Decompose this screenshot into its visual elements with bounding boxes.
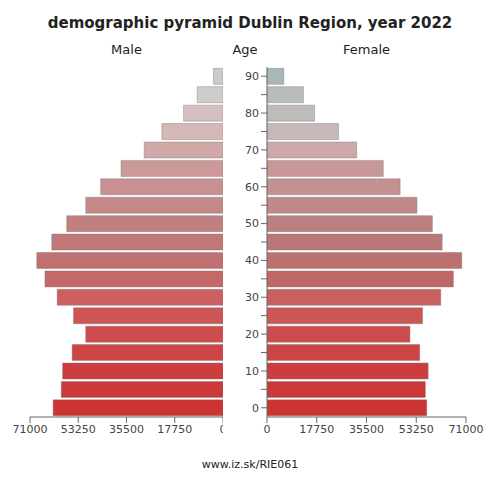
svg-text:20: 20 [245,328,259,341]
svg-text:0: 0 [252,402,259,415]
svg-text:53250: 53250 [61,423,96,436]
svg-text:10: 10 [245,365,259,378]
html-text:Age: Age [232,42,258,57]
svg-text:17750: 17750 [299,423,334,436]
svg-text:40: 40 [245,254,259,267]
svg-text:30: 30 [245,291,259,304]
svg-text:50: 50 [245,217,259,230]
html-text:demographic pyramid Dublin Reg: demographic pyramid Dublin Region, year … [47,14,453,32]
svg-text:71000: 71000 [449,423,484,436]
svg-text:70: 70 [245,144,259,157]
svg-text:0: 0 [264,423,271,436]
svg-text:17750: 17750 [157,423,192,436]
svg-text:35500: 35500 [109,423,144,436]
html-text:Female: Female [343,42,390,57]
html-text:Male: Male [111,42,142,57]
svg-text:80: 80 [245,107,259,120]
svg-text:53250: 53250 [399,423,434,436]
svg-text:60: 60 [245,181,259,194]
svg-text:90: 90 [245,70,259,83]
svg-text:71000: 71000 [13,423,48,436]
svg-text:0: 0 [220,423,224,436]
svg-text:35500: 35500 [349,423,384,436]
html-text:www.iz.sk/RIE061: www.iz.sk/RIE061 [201,458,299,471]
